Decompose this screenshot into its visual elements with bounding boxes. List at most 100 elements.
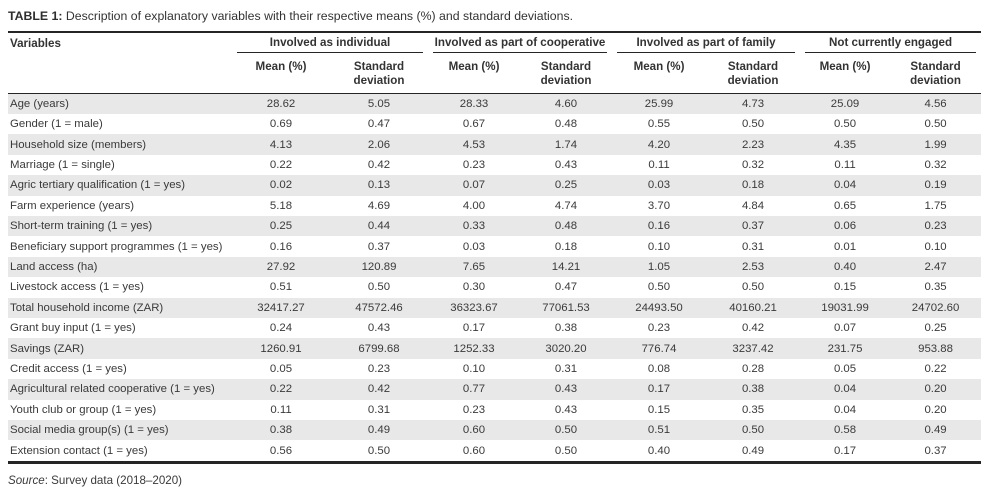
value-cell: 0.50 — [554, 424, 578, 437]
value-cell: 0.47 — [367, 118, 391, 131]
group-header-cooperative: Involved as part of cooperative — [428, 32, 612, 56]
value-cell: 7.65 — [462, 261, 486, 274]
value-cell: 0.17 — [800, 440, 891, 464]
source-note: Source: Survey data (2018–2020) — [8, 474, 981, 487]
value-cell: 0.43 — [367, 322, 391, 335]
value-cell: 0.58 — [833, 424, 857, 437]
value-cell: 24493.50 — [635, 301, 683, 314]
value-cell: 4.84 — [741, 199, 765, 212]
value-cell: 0.20 — [924, 403, 947, 416]
value-cell: 0.40 — [833, 261, 857, 274]
value-cell: 0.49 — [924, 424, 947, 437]
value-cell: 4.00 — [462, 199, 486, 212]
value-cell: 0.35 — [924, 281, 947, 294]
group-header-label: Involved as individual — [237, 36, 424, 54]
value-cell: 0.15 — [647, 403, 671, 416]
value-cell: 0.11 — [648, 159, 670, 172]
table-row: Total household income (ZAR) 32417.27 4757… — [8, 297, 982, 318]
value-cell: 0.28 — [741, 362, 765, 375]
value-cell: 0.18 — [554, 240, 578, 253]
value-cell: 0.60 — [462, 424, 486, 437]
value-cell: 0.43 — [554, 403, 578, 416]
value-cell: 0.31 — [367, 403, 391, 416]
value-cell: 2.47 — [924, 261, 947, 274]
value-cell: 0.48 — [554, 118, 578, 131]
variable-name-cell: Savings (ZAR) — [10, 342, 85, 355]
value-cell: 0.10 — [462, 362, 486, 375]
table-row: Beneficiary support programmes (1 = yes)… — [8, 236, 981, 256]
value-cell: 4.69 — [367, 199, 391, 212]
value-cell: 1.74 — [554, 138, 578, 151]
value-cell: 0.31 — [554, 362, 578, 375]
value-cell: 1.99 — [924, 138, 947, 151]
value-cell: 0.13 — [367, 179, 391, 192]
table-row: Age (years) 28.62 5.05 28.33 4.60 25.99 4.73 25… — [8, 93, 982, 115]
value-cell: 0.02 — [269, 179, 293, 192]
value-cell: 0.19 — [924, 179, 947, 192]
value-cell: 0.16 — [647, 220, 671, 233]
value-cell: 0.38 — [269, 424, 293, 437]
value-cell: 0.08 — [647, 362, 671, 375]
group-header-not-engaged: Not currently engaged — [800, 32, 981, 56]
value-cell: 0.42 — [367, 159, 391, 172]
table-row: Savings (ZAR) 1260.91 6799.68 1252.33 3020.2… — [8, 338, 982, 359]
value-cell: 0.44 — [367, 220, 391, 233]
variable-name-cell: Gender (1 = male) — [10, 118, 103, 131]
value-cell: 0.04 — [833, 383, 857, 396]
column-header-sd: Standard deviation — [706, 56, 801, 94]
value-cell: 0.50 — [741, 118, 765, 131]
variable-name-cell: Extension contact (1 = yes) — [8, 440, 232, 464]
table-header: Variables Involved as individual Involve… — [8, 32, 982, 94]
table-row: Credit access (1 = yes) 0.05 0.23 0.10 0.31 0… — [8, 359, 981, 379]
value-cell: 0.03 — [462, 240, 486, 253]
value-cell: 0.42 — [367, 383, 391, 396]
value-cell: 0.77 — [462, 383, 486, 396]
variable-name-cell: Age (years) — [10, 97, 69, 110]
value-cell: 0.55 — [647, 118, 671, 131]
value-cell: 0.48 — [554, 220, 578, 233]
value-cell: 0.49 — [706, 440, 801, 464]
value-cell: 953.88 — [918, 342, 953, 355]
value-cell: 19031.99 — [821, 301, 869, 314]
value-cell: 3020.20 — [545, 342, 587, 355]
value-cell: 0.47 — [554, 281, 578, 294]
value-cell: 5.18 — [269, 199, 293, 212]
group-header-label: Involved as part of family — [617, 36, 796, 54]
table-row: Land access (ha) 27.92 120.89 7.65 14.21 1.05… — [8, 256, 982, 278]
value-cell: 0.32 — [924, 159, 947, 172]
value-cell: 0.01 — [833, 240, 857, 253]
value-cell: 0.07 — [833, 322, 857, 335]
value-cell: 0.07 — [462, 179, 486, 192]
value-cell: 0.31 — [741, 240, 765, 253]
variable-name-cell: Youth club or group (1 = yes) — [10, 403, 157, 416]
value-cell: 0.15 — [833, 281, 857, 294]
variable-name-cell: Social media group(s) (1 = yes) — [10, 424, 169, 437]
value-cell: 0.10 — [924, 240, 947, 253]
value-cell: 0.51 — [647, 424, 671, 437]
value-cell: 0.17 — [462, 322, 486, 335]
column-header-sd: Standard deviation — [890, 56, 982, 94]
value-cell: 5.05 — [367, 97, 391, 110]
value-cell: 0.16 — [269, 240, 293, 253]
value-cell: 2.53 — [741, 261, 765, 274]
variable-name-cell: Agric tertiary qualification (1 = yes) — [10, 179, 186, 192]
column-header-sd: Standard deviation — [330, 56, 429, 94]
value-cell: 0.40 — [612, 440, 707, 464]
value-cell: 0.50 — [330, 440, 429, 464]
value-cell: 3.70 — [647, 199, 671, 212]
value-cell: 0.11 — [270, 403, 292, 416]
value-cell: 32417.27 — [257, 301, 305, 314]
value-cell: 25.99 — [644, 97, 674, 110]
table-row: Gender (1 = male) 0.69 0.47 0.67 0.48 0.55 0.5… — [8, 114, 981, 134]
column-header-mean: Mean (%) — [232, 56, 330, 94]
value-cell: 27.92 — [266, 261, 296, 274]
value-cell: 2.06 — [367, 138, 391, 151]
value-cell: 0.24 — [269, 322, 293, 335]
value-cell: 0.03 — [647, 179, 671, 192]
value-cell: 2.23 — [741, 138, 765, 151]
value-cell: 0.22 — [269, 383, 293, 396]
value-cell: 0.67 — [462, 118, 486, 131]
value-cell: 1.75 — [924, 199, 947, 212]
table-row: Farm experience (years) 5.18 4.69 4.00 4.74 3… — [8, 196, 981, 216]
